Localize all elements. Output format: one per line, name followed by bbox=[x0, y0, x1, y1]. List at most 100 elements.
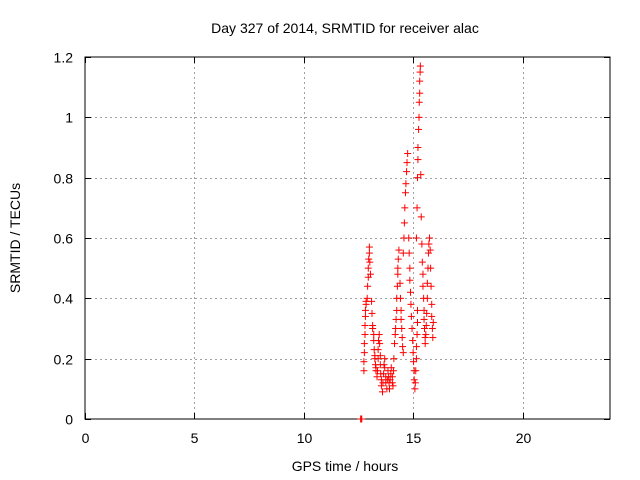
data-point bbox=[368, 309, 376, 317]
data-point bbox=[426, 234, 434, 242]
data-point bbox=[398, 325, 406, 332]
data-point bbox=[427, 264, 435, 272]
data-point bbox=[377, 376, 385, 384]
data-point bbox=[365, 255, 373, 263]
data-point bbox=[396, 294, 404, 302]
data-point bbox=[412, 234, 420, 242]
data-point bbox=[373, 373, 381, 381]
y-tick-label: 1 bbox=[65, 110, 73, 126]
data-point bbox=[418, 258, 426, 266]
data-point bbox=[426, 246, 434, 254]
data-point bbox=[429, 334, 437, 342]
x-tick-label: 15 bbox=[406, 430, 422, 446]
data-point bbox=[429, 318, 437, 326]
data-point bbox=[396, 279, 404, 287]
data-point bbox=[374, 346, 382, 354]
data-point bbox=[416, 89, 424, 97]
data-point bbox=[414, 174, 421, 182]
data-point bbox=[397, 306, 405, 314]
data-point bbox=[381, 355, 389, 363]
data-point bbox=[414, 318, 421, 326]
data-point bbox=[412, 343, 420, 351]
data-point bbox=[420, 315, 428, 323]
data-point bbox=[413, 331, 421, 339]
data-point bbox=[390, 355, 398, 363]
data-point bbox=[423, 279, 431, 287]
data-point bbox=[421, 334, 429, 342]
data-point bbox=[409, 349, 417, 357]
axis-ticks: 0 5 10 15 20 0 0.2 0.4 0.6 0.8 1 1.2 bbox=[54, 50, 610, 446]
data-point bbox=[417, 171, 425, 179]
data-point bbox=[401, 189, 409, 197]
data-point bbox=[379, 388, 386, 396]
data-point bbox=[364, 282, 372, 290]
data-point bbox=[418, 240, 426, 248]
data-point bbox=[428, 312, 436, 320]
data-point bbox=[389, 367, 397, 375]
data-point bbox=[375, 337, 383, 345]
y-tick-label: 1.2 bbox=[54, 50, 74, 66]
data-point bbox=[399, 249, 407, 257]
y-axis-label: SRMTID / TECUs bbox=[7, 183, 23, 293]
data-point bbox=[409, 337, 417, 345]
data-point bbox=[366, 270, 374, 278]
chart-title: Day 327 of 2014, SRMTID for receiver ala… bbox=[211, 20, 479, 36]
data-point bbox=[365, 249, 373, 257]
data-point bbox=[415, 125, 423, 133]
data-point bbox=[398, 334, 406, 342]
data-point bbox=[415, 113, 423, 121]
data-point bbox=[402, 180, 410, 188]
x-axis-label: GPS time / hours bbox=[292, 458, 399, 474]
data-point bbox=[416, 68, 424, 76]
data-point bbox=[414, 306, 421, 314]
data-point bbox=[403, 168, 411, 176]
data-point bbox=[412, 355, 420, 363]
data-point bbox=[428, 300, 436, 308]
x-tick-label: 20 bbox=[516, 430, 532, 446]
data-point bbox=[366, 258, 374, 266]
y-tick-label: 0.4 bbox=[54, 291, 74, 307]
data-point bbox=[368, 297, 376, 305]
data-point bbox=[358, 415, 366, 423]
data-point bbox=[391, 340, 399, 348]
data-point bbox=[394, 270, 402, 278]
data-point bbox=[411, 379, 419, 387]
data-point bbox=[411, 385, 419, 393]
data-point bbox=[360, 340, 368, 348]
data-point bbox=[388, 373, 396, 381]
data-point bbox=[407, 288, 414, 296]
data-point bbox=[422, 331, 430, 339]
data-point bbox=[399, 343, 407, 351]
data-point bbox=[376, 340, 384, 348]
data-point bbox=[380, 361, 388, 369]
data-points bbox=[357, 62, 437, 423]
data-point bbox=[425, 240, 433, 248]
data-point bbox=[394, 255, 402, 263]
data-point bbox=[405, 249, 413, 257]
data-point bbox=[375, 331, 383, 339]
data-point bbox=[401, 204, 409, 212]
data-point bbox=[422, 321, 430, 329]
data-point bbox=[405, 234, 413, 242]
data-point bbox=[392, 325, 400, 332]
data-point bbox=[421, 325, 428, 332]
y-tick-label: 0.6 bbox=[54, 231, 74, 247]
data-point bbox=[373, 367, 381, 375]
data-point bbox=[369, 325, 377, 332]
data-point bbox=[419, 270, 427, 278]
data-point bbox=[428, 325, 436, 332]
data-point bbox=[414, 144, 422, 151]
data-point bbox=[395, 246, 403, 254]
data-point bbox=[399, 349, 407, 357]
data-point bbox=[410, 376, 418, 384]
y-tick-label: 0 bbox=[65, 412, 73, 428]
x-tick-label: 0 bbox=[82, 430, 90, 446]
data-point bbox=[406, 264, 414, 272]
data-point bbox=[404, 150, 412, 158]
data-point bbox=[360, 367, 368, 375]
data-point bbox=[417, 213, 425, 221]
data-point bbox=[364, 264, 372, 272]
data-point bbox=[388, 379, 396, 387]
data-point bbox=[410, 358, 418, 366]
